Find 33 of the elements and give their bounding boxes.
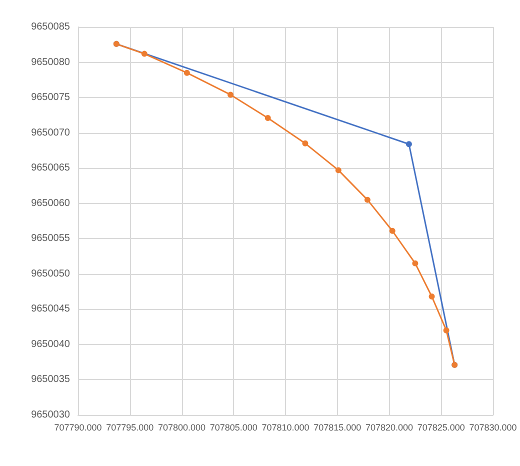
x-tick-label: 707800.000 — [158, 422, 206, 432]
y-tick-label: 9650060 — [31, 198, 70, 209]
point — [335, 167, 342, 174]
point — [412, 260, 418, 266]
x-tick-label: 707815.000 — [314, 422, 362, 432]
point — [443, 327, 450, 334]
y-tick-label: 9650055 — [31, 233, 70, 244]
y-tick-label: 9650040 — [31, 338, 70, 350]
y-tick-label: 9650085 — [31, 22, 70, 32]
x-tick-label: 707790.000 — [54, 422, 102, 432]
point — [406, 141, 412, 148]
y-tick-label: 9650045 — [31, 304, 70, 315]
x-tick-label: 707820.000 — [365, 422, 414, 432]
y-tick-label: 9650080 — [31, 56, 70, 68]
point — [389, 228, 396, 234]
x-tick-label: 707805.000 — [210, 422, 258, 432]
x-tick-label: 707830.000 — [469, 422, 517, 432]
point — [184, 70, 190, 76]
y-tick-label: 9650070 — [31, 127, 70, 138]
point — [428, 293, 435, 300]
y-tick-label: 9650030 — [31, 410, 70, 420]
point — [141, 50, 148, 57]
y-tick-label: 9650035 — [31, 374, 70, 386]
x-tick-label: 707810.000 — [262, 422, 310, 432]
point — [302, 140, 308, 146]
point — [228, 92, 234, 98]
y-tick-label: 9650075 — [31, 92, 70, 104]
point — [264, 115, 271, 121]
x-tick-label: 707795.000 — [106, 422, 154, 432]
x-tick-label: 707825.000 — [417, 422, 465, 432]
point — [364, 196, 370, 203]
y-tick-label: 9650065 — [31, 162, 70, 174]
y-tick-label: 9650050 — [31, 268, 70, 280]
